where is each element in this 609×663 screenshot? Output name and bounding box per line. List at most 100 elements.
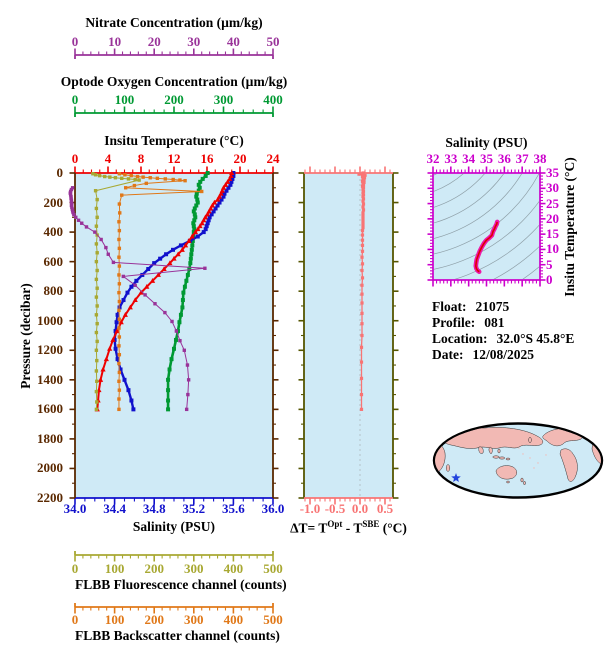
tick-group [432,280,541,287]
date-label: Date: [432,347,464,362]
nitrate-concentration-curve [68,186,207,412]
nitrate-tick-label: 40 [226,34,240,49]
ts-temperature-tick-label: 25 [546,195,559,211]
backscatter-tick-label: 100 [104,612,125,627]
flbb-backscatter-channel-curve [117,172,204,412]
salinity-tick-label: 35.2 [182,501,206,516]
profile-label: Profile: [432,315,476,330]
tick-group [74,555,274,562]
tick-group [74,48,274,55]
ts-salinity-tick-label: 37 [515,151,529,166]
oxygen-tick-label: 300 [213,92,234,107]
fluorescence-tick-label: 500 [263,561,283,576]
backscatter-tick-label: 400 [223,612,244,627]
pressure-tick-label: 2200 [37,490,63,505]
salinity-tick-label: 34.4 [103,501,126,516]
ts-temperature-tick-label: 5 [546,256,553,272]
backscatter-tick-label: 0 [71,612,79,627]
pressure-axis-title: Pressure (decibar) [18,283,33,389]
delta-t-tick-label: 0.0 [351,501,369,516]
-t-curve [357,171,368,411]
temperature-tick-label: 24 [266,151,280,166]
nitrate-tick-label: 20 [147,34,161,49]
tick-group [74,106,274,113]
salinity-tick-label: 36.0 [261,501,285,516]
temperature-axis-title: Insitu Temperature (°C) [104,133,244,148]
nitrate-tick-label: 0 [71,34,79,49]
oxygen-tick-label: 400 [263,92,283,107]
ts-temperature-tick-label: 0 [546,272,553,287]
salinity-tick-label: 34.0 [63,501,87,516]
world-map [432,422,604,499]
fluorescence-tick-label: 400 [223,561,244,576]
location-label: Location: [432,331,488,346]
ts-temperature-tick-label: 10 [546,241,559,257]
delta-t-tick-label: -0.5 [324,501,346,516]
tick-group [304,166,391,173]
pressure-tick-label: 2000 [37,460,63,476]
pressure-tick-label: 400 [43,224,64,240]
float-label: Float: [432,299,467,314]
delta-t-tick-label: 0.5 [376,501,394,516]
oxygen-tick-label: 200 [164,92,184,107]
ts-salinity-tick-label: 32 [426,151,440,166]
backscatter-tick-label: 500 [263,612,283,627]
delta-t-axis-title: ΔT= TOpt - TSBE (°C) [290,519,407,536]
profile-value: 081 [484,315,505,330]
float-value: 21075 [475,299,510,314]
pressure-tick-label: 800 [43,283,64,299]
nitrate-tick-label: 10 [108,34,122,49]
fluorescence-tick-label: 0 [71,561,79,576]
pressure-tick-group [69,172,75,499]
ts-temperature-tick-label: 15 [546,226,559,242]
ts-salinity-tick-label: 33 [444,151,458,166]
pressure-tick-label: 600 [43,253,64,269]
pressure-tick-label: 1000 [37,312,63,328]
nitrate-tick-label: 30 [187,34,201,49]
tick-group [74,607,274,614]
tick-group [304,498,391,505]
ts-salinity-tick-label: 34 [462,151,476,166]
ts-salinity-tick-label: 35 [480,151,493,166]
nitrate-axis-title: Nitrate Concentration (µm/kg) [85,15,263,30]
temperature-tick-label: 4 [104,151,112,166]
ts-temperature-axis-title: Insitu Temperature (°C) [562,157,577,297]
info-block: Float: 21075 Profile: 081 Location: 32.0°S … [432,299,574,363]
location-value: 32.0°S 45.8°E [496,331,575,346]
date-value: 12/08/2025 [472,347,534,362]
temperature-tick-label: 8 [137,151,145,166]
pressure-tick-label: 1400 [37,371,63,387]
salinity-tick-label: 35.6 [222,501,245,516]
float-location-star [451,473,461,482]
oxygen-tick-label: 100 [114,92,135,107]
fluorescence-tick-label: 100 [104,561,125,576]
oxygen-tick-label: 0 [71,92,79,107]
pressure-tick-group [273,172,279,499]
ts-temperature-tick-label: 20 [546,210,559,226]
tick-group [74,166,274,173]
nitrate-tick-label: 50 [266,34,280,49]
pressure-tick-label: 200 [43,194,64,210]
salinity-axis-title: Salinity (PSU) [132,519,216,534]
backscatter-axis-title: FLBB Backscatter channel (counts) [75,628,280,643]
pressure-tick-label: 1600 [37,401,63,417]
tick-group [74,498,274,505]
insitu-temperature-curve [94,170,235,412]
tick-group [432,166,541,173]
pressure-tick-label: 1200 [37,342,63,358]
backscatter-tick-label: 200 [144,612,164,627]
ts-temperature-tick-label: 30 [546,180,559,196]
ts-profile-curve-core [474,221,498,273]
pressure-tick-group [298,172,304,499]
temperature-tick-label: 16 [200,151,214,166]
oxygen-axis-title: Optode Oxygen Concentration (µm/kg) [60,74,288,89]
pressure-tick-label: 1800 [37,430,63,446]
fluorescence-axis-title: FLBB Fluorescence channel (counts) [75,577,287,592]
temperature-tick-label: 12 [167,151,181,166]
temperature-tick-label: 20 [233,151,247,166]
pressure-tick-label: 0 [56,165,64,180]
ts-salinity-axis-title: Salinity (PSU) [445,135,528,150]
temperature-tick-label: 0 [71,151,79,166]
pressure-tick-group [393,172,399,499]
